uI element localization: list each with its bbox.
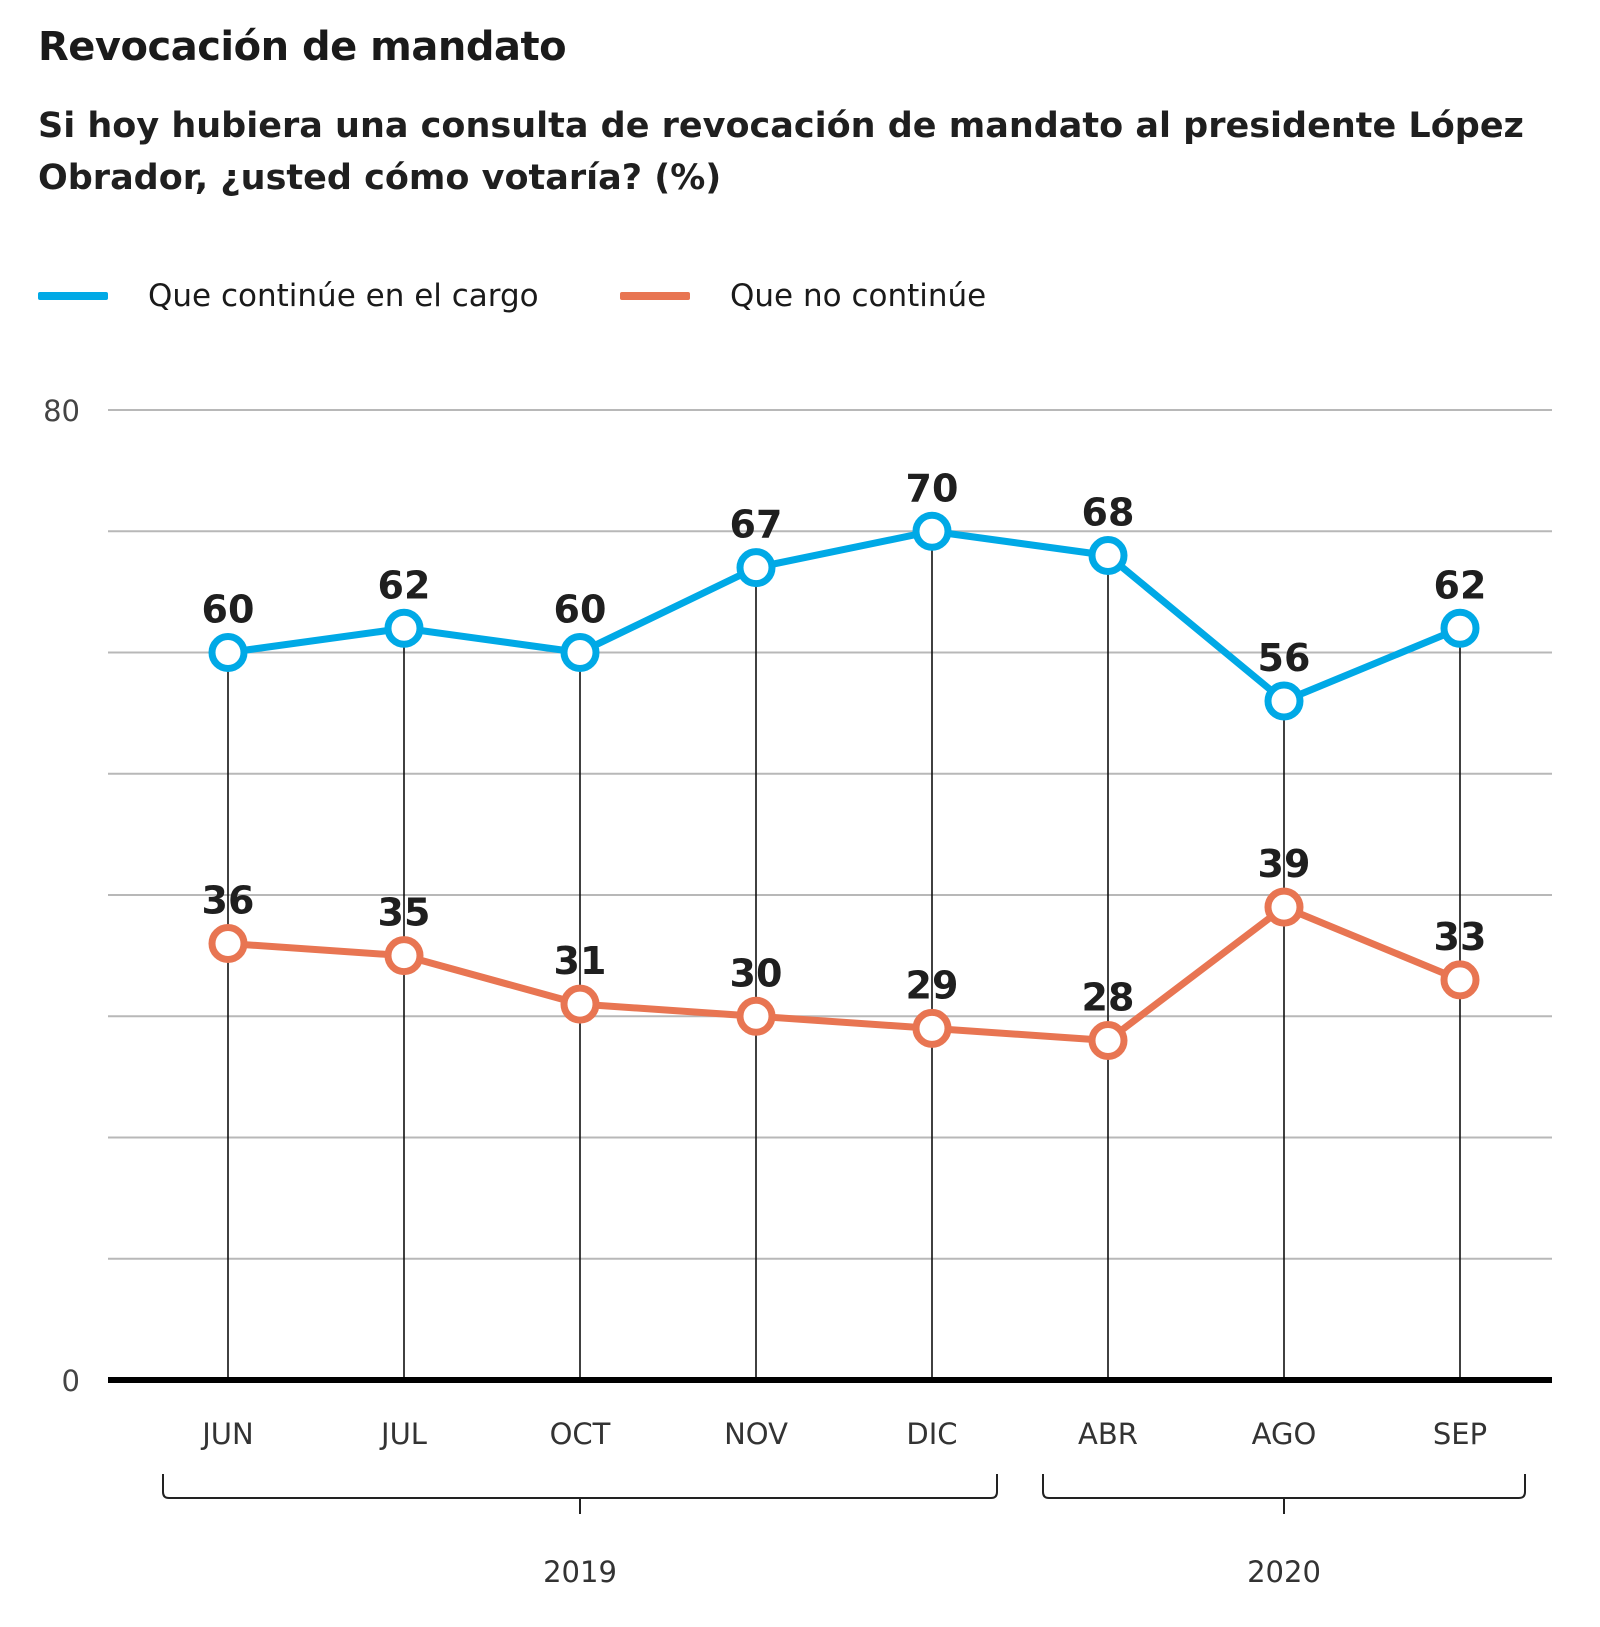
data-point [560,633,600,672]
legend-label-continue: Que continúe en el cargo [148,278,539,314]
data-label: 70 [906,466,959,510]
data-label: 35 [378,891,431,935]
x-tick-label: JUN [200,1417,253,1451]
data-labels: 60 62 60 67 70 68 56 62 36 35 31 30 29 28 39 33 [202,466,1487,1019]
data-point [736,996,776,1036]
data-label: 33 [1434,915,1487,959]
data-point [1440,960,1480,1000]
x-tick-label: JUL [379,1417,427,1451]
data-label: 60 [202,588,255,632]
data-label: 68 [1082,491,1135,535]
year-label: 2020 [1247,1555,1321,1589]
data-point [912,511,952,551]
data-label: 28 [1082,976,1135,1020]
x-tick-label: DIC [906,1417,957,1451]
data-point [1264,887,1304,927]
year-bracket [1042,1474,1526,1499]
data-point [736,548,776,588]
data-point [1088,1021,1128,1060]
y-tick-label: 0 [62,1364,80,1398]
legend-item-not-continue: Que no continúe [620,278,1220,318]
data-point [912,1008,952,1048]
x-tick-label: NOV [724,1417,788,1451]
series-lines [224,527,1464,1044]
x-tick-label: SEP [1433,1417,1487,1451]
category-labels: JUN JUL OCT NOV DIC ABR AGO SEP [200,1417,1487,1451]
legend-swatch-not-continue [620,292,690,300]
data-label: 36 [202,879,255,923]
data-label: 31 [554,939,607,983]
data-point [208,924,248,963]
data-label: 56 [1258,636,1311,680]
series-line-0 [224,527,1464,705]
data-label: 67 [730,503,783,547]
legend-swatch-continue [38,292,108,300]
x-tick-label: OCT [550,1417,611,1451]
data-point [1088,536,1128,575]
data-point [1264,681,1304,721]
legend-item-continue: Que continúe en el cargo [38,278,638,318]
year-bracket [162,1474,998,1499]
data-label: 62 [378,563,431,607]
x-tick-label: AGO [1252,1417,1317,1451]
data-label: 60 [554,588,607,632]
year-groups: 2019 2020 [162,1474,1526,1589]
x-tick-label: ABR [1078,1417,1138,1451]
data-point [384,608,424,648]
chart-title: Revocación de mandato [38,24,567,70]
data-label: 29 [906,963,959,1007]
gridlines: 0 80 [43,394,1552,1398]
series-points [208,511,1480,1060]
data-point [208,633,248,672]
chart-subtitle: Si hoy hubiera una consulta de revocació… [38,106,1524,198]
series-line-1 [224,903,1464,1044]
y-tick-label: 80 [43,394,80,428]
data-label: 30 [730,951,783,995]
data-point [384,936,424,976]
data-point [560,984,600,1024]
legend-label-not-continue: Que no continúe [730,278,987,314]
data-label: 62 [1434,563,1487,607]
year-label: 2019 [543,1555,617,1589]
data-label: 39 [1258,842,1311,886]
data-point [1440,608,1480,648]
